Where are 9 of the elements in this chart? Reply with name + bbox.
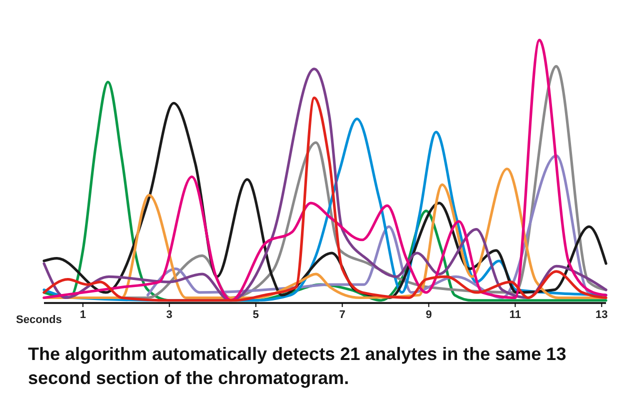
x-tick-label: 5 — [252, 308, 259, 321]
x-tick-label: 9 — [426, 308, 432, 321]
x-tick-label: 11 — [509, 308, 522, 321]
x-tick-label: 7 — [339, 308, 346, 321]
x-tick-label: 13 — [596, 308, 608, 321]
text: The algorithm automatically detects 21 analytes in the same 13 second section of the chromatogram. — [28, 344, 566, 388]
x-tick-label: 3 — [166, 308, 172, 321]
x-tick-label: 1 — [80, 308, 86, 321]
x-axis-title: Seconds — [16, 314, 62, 326]
